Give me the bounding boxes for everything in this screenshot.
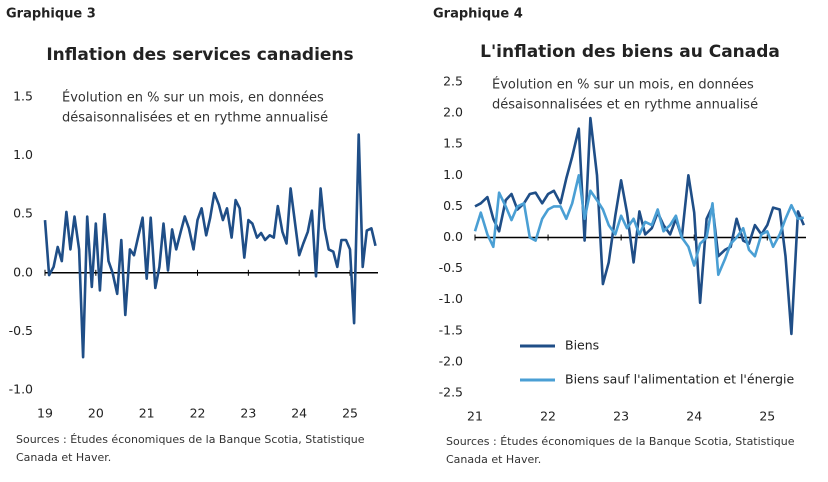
series-line [473, 174, 805, 277]
subtitle: Évolution en % sur un mois, en données [492, 77, 754, 93]
source: Canada et Haver. [16, 451, 111, 464]
x-tick-label: 23 [613, 409, 629, 424]
y-tick-label: 1.5 [443, 136, 463, 151]
y-tick-label: 2.5 [443, 74, 463, 89]
subtitle: désaisonnalisées et en rythme annualisé [492, 98, 758, 113]
legend-label: Biens [565, 338, 599, 353]
chart-title: L'inflation des biens au Canada [480, 42, 780, 62]
x-tick-label: 22 [190, 406, 206, 421]
x-tick-label: 24 [686, 409, 702, 424]
x-tick-label: 19 [37, 406, 53, 421]
subtitle: Évolution en % sur un mois, en données [62, 90, 324, 106]
y-tick-label: 1.0 [443, 167, 463, 182]
y-tick-label: -1.0 [439, 291, 463, 306]
y-tick-label: 0.5 [13, 206, 33, 221]
y-tick-label: -2.5 [439, 385, 463, 400]
x-tick-label: 25 [759, 409, 775, 424]
x-tick-label: 25 [342, 406, 358, 421]
chart-label: Graphique 3 [6, 7, 96, 22]
y-tick-label: -2.0 [439, 353, 463, 368]
source: Sources : Études économiques de la Banqu… [446, 435, 795, 448]
x-tick-label: 24 [291, 406, 307, 421]
y-tick-label: 2.0 [443, 105, 463, 120]
x-tick-label: 23 [240, 406, 256, 421]
y-tick-label: 0.0 [443, 229, 463, 244]
y-tick-label: -0.5 [9, 323, 33, 338]
subtitle: désaisonnalisées et en rythme annualisé [62, 111, 328, 126]
y-tick-label: 0.0 [13, 264, 33, 279]
series-line [474, 116, 805, 336]
y-tick-label: 1.0 [13, 147, 33, 162]
y-tick-label: 0.5 [443, 198, 463, 213]
chart-title: Inflation des services canadiens [46, 45, 353, 65]
source: Canada et Haver. [446, 453, 541, 466]
y-tick-label: -1.5 [439, 322, 463, 337]
x-tick-label: 21 [467, 409, 483, 424]
x-tick-label: 22 [540, 409, 556, 424]
x-tick-label: 21 [139, 406, 155, 421]
y-tick-label: -0.5 [439, 260, 463, 275]
chart-label: Graphique 4 [433, 7, 523, 22]
x-tick-label: 20 [88, 406, 104, 421]
y-tick-label: 1.5 [13, 89, 33, 104]
y-tick-label: -1.0 [9, 382, 33, 397]
series-line [43, 133, 377, 359]
legend-label: Biens sauf l'alimentation et l'énergie [565, 372, 795, 387]
source: Sources : Études économiques de la Banqu… [16, 433, 365, 446]
